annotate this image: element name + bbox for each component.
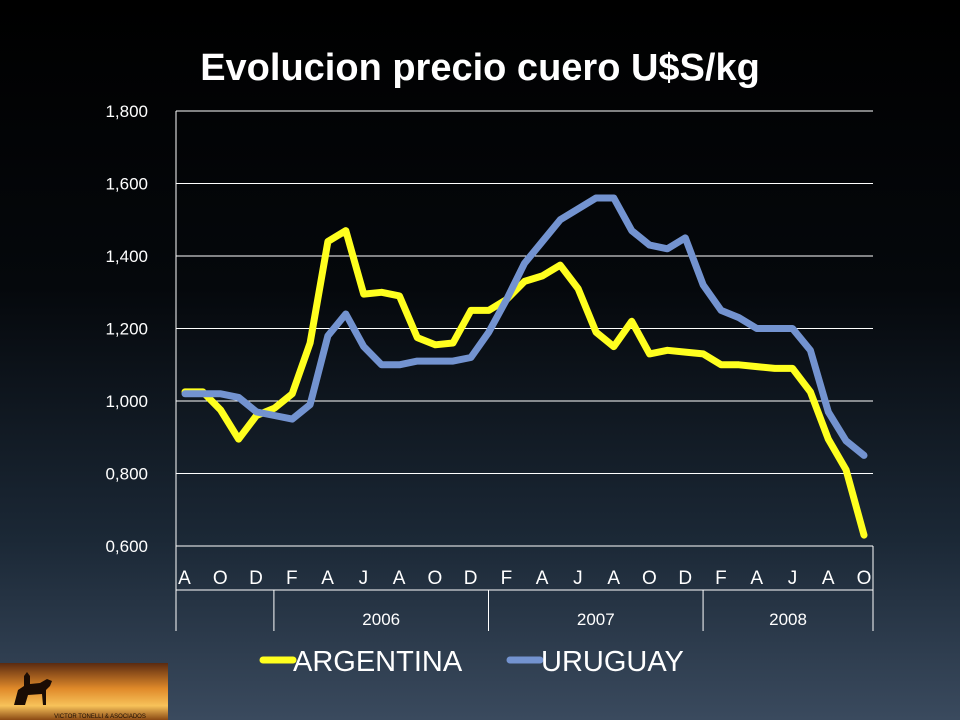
chart-series <box>181 194 868 539</box>
x-month-label: A <box>536 568 549 589</box>
y-tick-label: 1,800 <box>105 102 148 121</box>
company-logo: VICTOR TONELLI & ASOCIADOS <box>0 663 168 720</box>
y-tick-label: 1,000 <box>105 392 148 411</box>
x-month-label: D <box>464 568 478 589</box>
x-year-label: 2008 <box>769 610 807 629</box>
chart-title: Evolucion precio cuero U$S/kg <box>200 47 760 89</box>
legend-label-argentina: ARGENTINA <box>293 646 463 678</box>
x-month-label: O <box>213 568 228 589</box>
x-month-label: J <box>573 568 583 589</box>
y-tick-label: 1,200 <box>105 320 148 339</box>
x-month-label: A <box>607 568 620 589</box>
x-month-label: F <box>286 568 298 589</box>
y-tick-label: 0,600 <box>105 537 148 556</box>
x-month-label: A <box>822 568 835 589</box>
x-month-label: F <box>501 568 513 589</box>
x-year-label: 2006 <box>362 610 400 629</box>
x-year-label: 2007 <box>577 610 615 629</box>
series-line-uruguay <box>181 194 868 459</box>
y-tick-label: 0,800 <box>105 465 148 484</box>
chart-legend: ARGENTINA URUGUAY <box>259 646 684 678</box>
horse-rider-silhouette <box>14 672 52 705</box>
logo-caption: VICTOR TONELLI & ASOCIADOS <box>54 714 146 720</box>
y-tick-label: 1,400 <box>105 247 148 266</box>
x-month-label: A <box>178 568 191 589</box>
x-month-label: O <box>642 568 657 589</box>
x-month-label: A <box>393 568 406 589</box>
x-month-label: J <box>788 568 798 589</box>
legend-label-uruguay: URUGUAY <box>541 646 684 678</box>
x-month-label: O <box>857 568 872 589</box>
chart-grid <box>176 110 873 547</box>
y-tick-label: 1,600 <box>105 175 148 194</box>
x-month-label: A <box>750 568 763 589</box>
x-month-label: J <box>359 568 369 589</box>
x-month-label: D <box>678 568 692 589</box>
x-month-label: O <box>427 568 442 589</box>
x-month-label: F <box>715 568 727 589</box>
x-month-label: A <box>321 568 334 589</box>
series-line-argentina <box>181 227 868 539</box>
x-month-label: D <box>249 568 263 589</box>
